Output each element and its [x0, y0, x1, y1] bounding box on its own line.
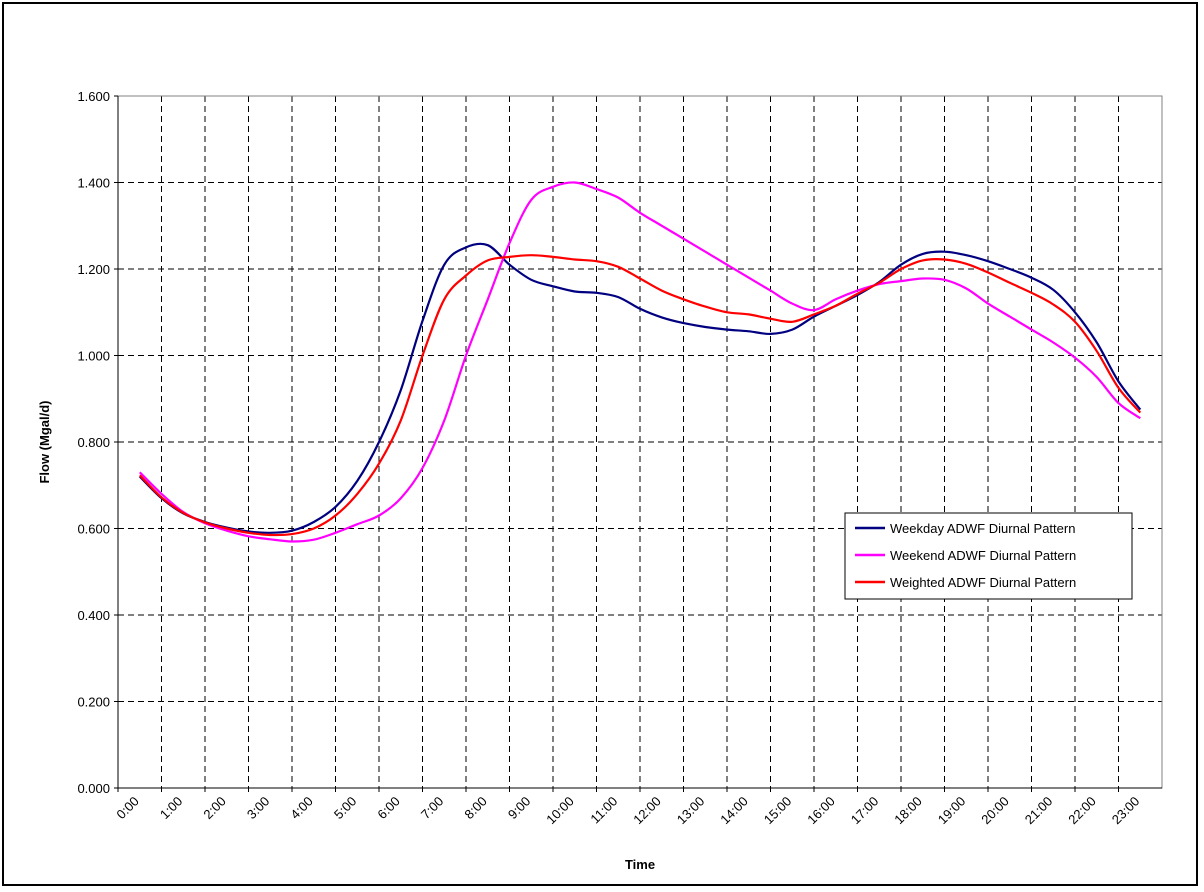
- x-tick-label: 10:00: [543, 794, 577, 828]
- series-line-3: [139, 254, 1142, 537]
- y-tick-label: 0.200: [77, 695, 110, 710]
- x-tick-label: 21:00: [1022, 794, 1056, 828]
- x-tick-label: 17:00: [848, 794, 882, 828]
- x-axis-title: Time: [625, 857, 655, 872]
- x-tick-label: 22:00: [1065, 794, 1099, 828]
- y-tick-label: 1.200: [77, 262, 110, 277]
- legend-box: [844, 512, 1133, 600]
- x-tick-label: 18:00: [891, 794, 925, 828]
- x-tick-label: 6:00: [374, 794, 403, 823]
- x-tick-label: 3:00: [244, 794, 273, 823]
- x-tick-label: 23:00: [1109, 794, 1143, 828]
- x-tick-label: 2:00: [200, 794, 229, 823]
- x-tick-label: 1:00: [157, 794, 186, 823]
- series-line-2: [139, 181, 1141, 543]
- series-lines: [139, 181, 1142, 543]
- x-tick-label: 7:00: [418, 794, 447, 823]
- y-tick-label: 1.400: [77, 176, 110, 191]
- y-tick-label: 1.000: [77, 349, 110, 364]
- legend-label-1: Weekday ADWF Diurnal Pattern: [890, 521, 1075, 536]
- x-tick-label: 11:00: [587, 794, 620, 827]
- x-tick-label: 0:00: [113, 794, 142, 823]
- x-tick-label: 20:00: [978, 794, 1012, 828]
- y-tick-label: 0.000: [77, 781, 110, 796]
- y-tick-label: 0.400: [77, 608, 110, 623]
- y-tick-label: 0.800: [77, 435, 110, 450]
- gridlines: [118, 95, 1162, 788]
- x-tick-label: 16:00: [804, 794, 838, 828]
- legend-label-3: Weighted ADWF Diurnal Pattern: [890, 575, 1076, 590]
- x-tick-label: 19:00: [935, 794, 969, 828]
- x-tick-label: 13:00: [674, 794, 708, 828]
- x-tick-label: 4:00: [287, 794, 316, 823]
- legend: Weekday ADWF Diurnal Pattern Weekend ADWF…: [844, 512, 1133, 600]
- x-tick-label: 14:00: [717, 794, 751, 828]
- x-tick-label: 15:00: [761, 794, 795, 828]
- y-axis-title: Flow (Mgal/d): [37, 400, 52, 483]
- x-tick-label: 9:00: [505, 794, 534, 823]
- legend-label-2: Weekend ADWF Diurnal Pattern: [890, 548, 1076, 563]
- x-tick-label: 8:00: [461, 794, 490, 823]
- y-tick-label: 1.600: [77, 89, 110, 104]
- x-tick-label: 12:00: [630, 794, 664, 828]
- y-tick-label: 0.600: [77, 522, 110, 537]
- series-line-1: [139, 242, 1142, 534]
- x-tick-label: 5:00: [331, 794, 360, 823]
